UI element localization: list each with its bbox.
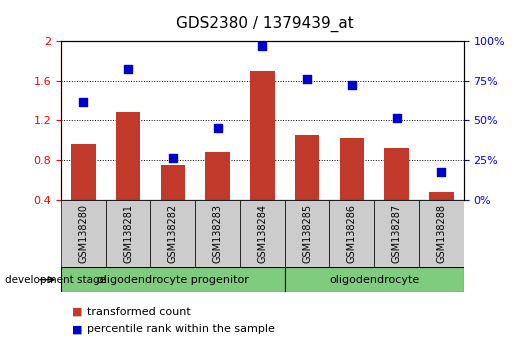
- Point: [258, 43, 267, 48]
- Text: GDS2380 / 1379439_at: GDS2380 / 1379439_at: [176, 16, 354, 32]
- Point: [303, 76, 311, 81]
- Point: [437, 169, 446, 175]
- Bar: [285, 200, 330, 267]
- Point: [214, 125, 222, 131]
- Bar: [161, 165, 185, 200]
- Text: ■: ■: [72, 324, 82, 334]
- Text: oligodendrocyte: oligodendrocyte: [329, 275, 419, 285]
- Bar: [330, 200, 374, 267]
- Bar: [240, 200, 285, 267]
- Text: ■: ■: [72, 307, 82, 316]
- Bar: [61, 267, 285, 292]
- Point: [124, 66, 132, 72]
- Text: GSM138283: GSM138283: [213, 204, 223, 263]
- Text: transformed count: transformed count: [87, 307, 191, 316]
- Bar: [285, 267, 464, 292]
- Bar: [105, 200, 151, 267]
- Bar: [374, 200, 419, 267]
- Text: oligodendrocyte progenitor: oligodendrocyte progenitor: [97, 275, 249, 285]
- Point: [79, 99, 87, 105]
- Bar: [250, 70, 275, 200]
- Bar: [205, 152, 230, 200]
- Text: GSM138281: GSM138281: [123, 204, 133, 263]
- Bar: [419, 200, 464, 267]
- Text: GSM138288: GSM138288: [436, 204, 446, 263]
- Point: [392, 115, 401, 121]
- Bar: [71, 144, 95, 200]
- Bar: [384, 148, 409, 200]
- Bar: [429, 192, 454, 200]
- Bar: [61, 200, 105, 267]
- Bar: [295, 135, 320, 200]
- Text: GSM138280: GSM138280: [78, 204, 89, 263]
- Bar: [195, 200, 240, 267]
- Text: GSM138286: GSM138286: [347, 204, 357, 263]
- Point: [169, 155, 177, 161]
- Text: GSM138287: GSM138287: [392, 204, 402, 263]
- Text: GSM138285: GSM138285: [302, 204, 312, 263]
- Text: development stage: development stage: [5, 275, 107, 285]
- Bar: [340, 138, 364, 200]
- Text: GSM138282: GSM138282: [168, 204, 178, 263]
- Bar: [116, 113, 140, 200]
- Point: [348, 82, 356, 87]
- Bar: [151, 200, 195, 267]
- Text: GSM138284: GSM138284: [258, 204, 267, 263]
- Text: percentile rank within the sample: percentile rank within the sample: [87, 324, 275, 334]
